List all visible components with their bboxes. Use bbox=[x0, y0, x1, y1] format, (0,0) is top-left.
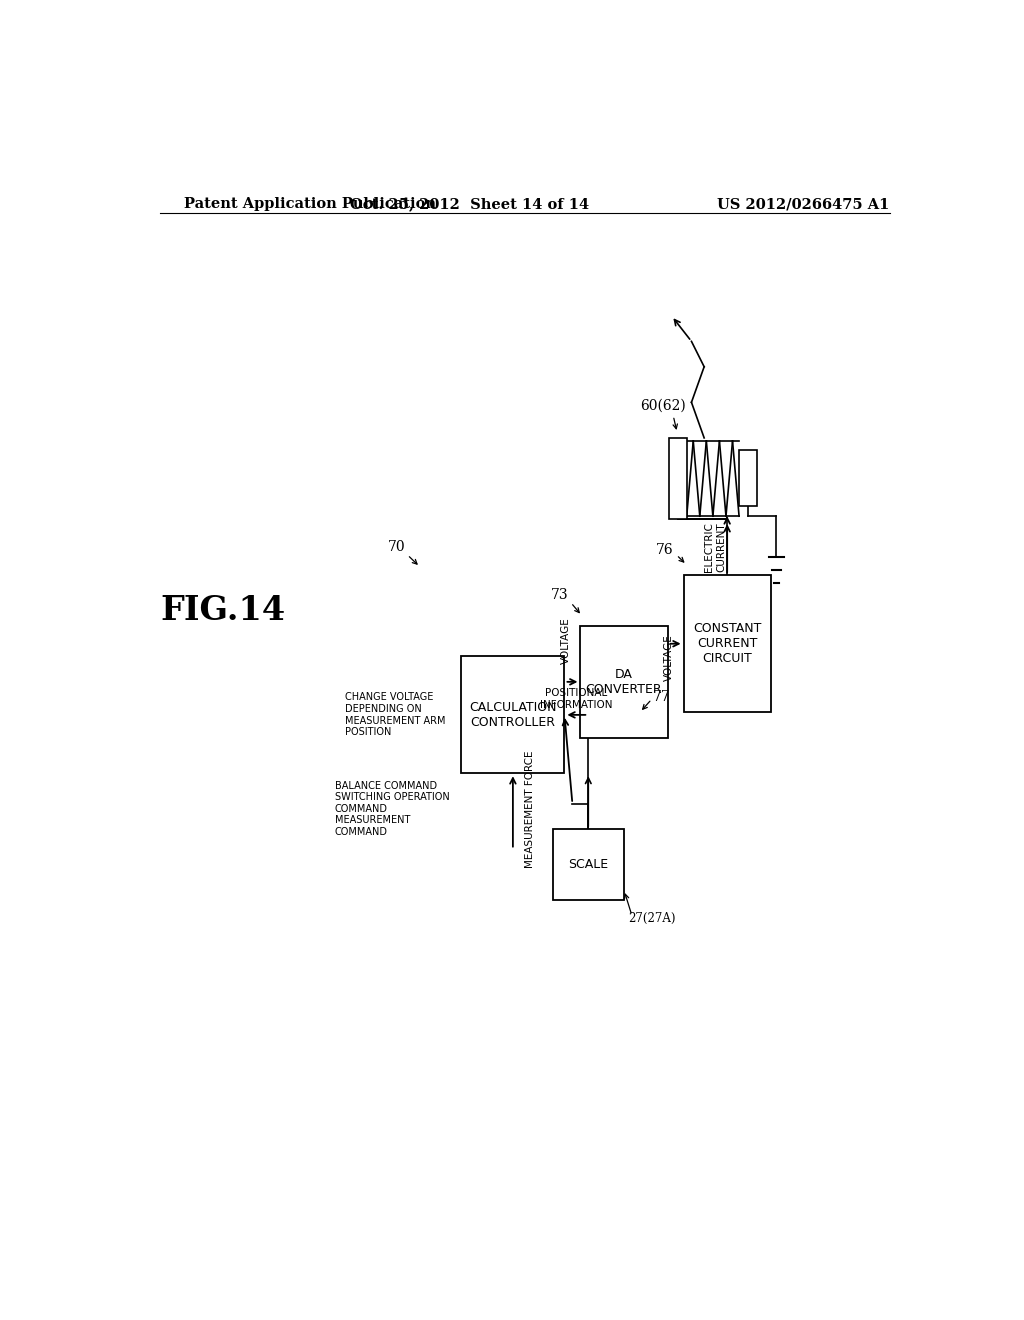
Text: CONSTANT
CURRENT
CIRCUIT: CONSTANT CURRENT CIRCUIT bbox=[693, 622, 762, 665]
Text: 73: 73 bbox=[551, 589, 568, 602]
Text: DA
CONVERTER: DA CONVERTER bbox=[586, 668, 663, 696]
Text: FIG.14: FIG.14 bbox=[161, 594, 286, 627]
Bar bbox=[461, 656, 564, 774]
Text: Oct. 25, 2012  Sheet 14 of 14: Oct. 25, 2012 Sheet 14 of 14 bbox=[349, 197, 589, 211]
Bar bbox=[684, 576, 771, 713]
Text: VOLTAGE: VOLTAGE bbox=[561, 618, 571, 664]
Text: BALANCE COMMAND
SWITCHING OPERATION
COMMAND
MEASUREMENT
COMMAND: BALANCE COMMAND SWITCHING OPERATION COMM… bbox=[335, 780, 450, 837]
Text: 60(62): 60(62) bbox=[640, 399, 686, 412]
Text: CALCULATION
CONTROLLER: CALCULATION CONTROLLER bbox=[469, 701, 557, 729]
Bar bbox=[581, 626, 668, 738]
Text: 77: 77 bbox=[653, 690, 671, 704]
Text: 76: 76 bbox=[656, 543, 674, 557]
Text: Patent Application Publication: Patent Application Publication bbox=[183, 197, 435, 211]
Bar bbox=[553, 829, 624, 900]
Bar bbox=[739, 450, 757, 506]
Text: MEASUREMENT FORCE: MEASUREMENT FORCE bbox=[524, 750, 535, 867]
Text: 27(27A): 27(27A) bbox=[628, 912, 676, 925]
Text: SCALE: SCALE bbox=[568, 858, 608, 871]
Text: POSITIONAL
INFORMATION: POSITIONAL INFORMATION bbox=[540, 688, 612, 710]
Text: 70: 70 bbox=[387, 540, 406, 553]
Text: VOLTAGE: VOLTAGE bbox=[665, 634, 674, 681]
Text: US 2012/0266475 A1: US 2012/0266475 A1 bbox=[718, 197, 890, 211]
Text: ELECTRIC
CURRENT: ELECTRIC CURRENT bbox=[705, 523, 726, 572]
Bar bbox=[670, 438, 687, 519]
Text: CHANGE VOLTAGE
DEPENDING ON
MEASUREMENT ARM
POSITION: CHANGE VOLTAGE DEPENDING ON MEASUREMENT … bbox=[345, 693, 445, 738]
